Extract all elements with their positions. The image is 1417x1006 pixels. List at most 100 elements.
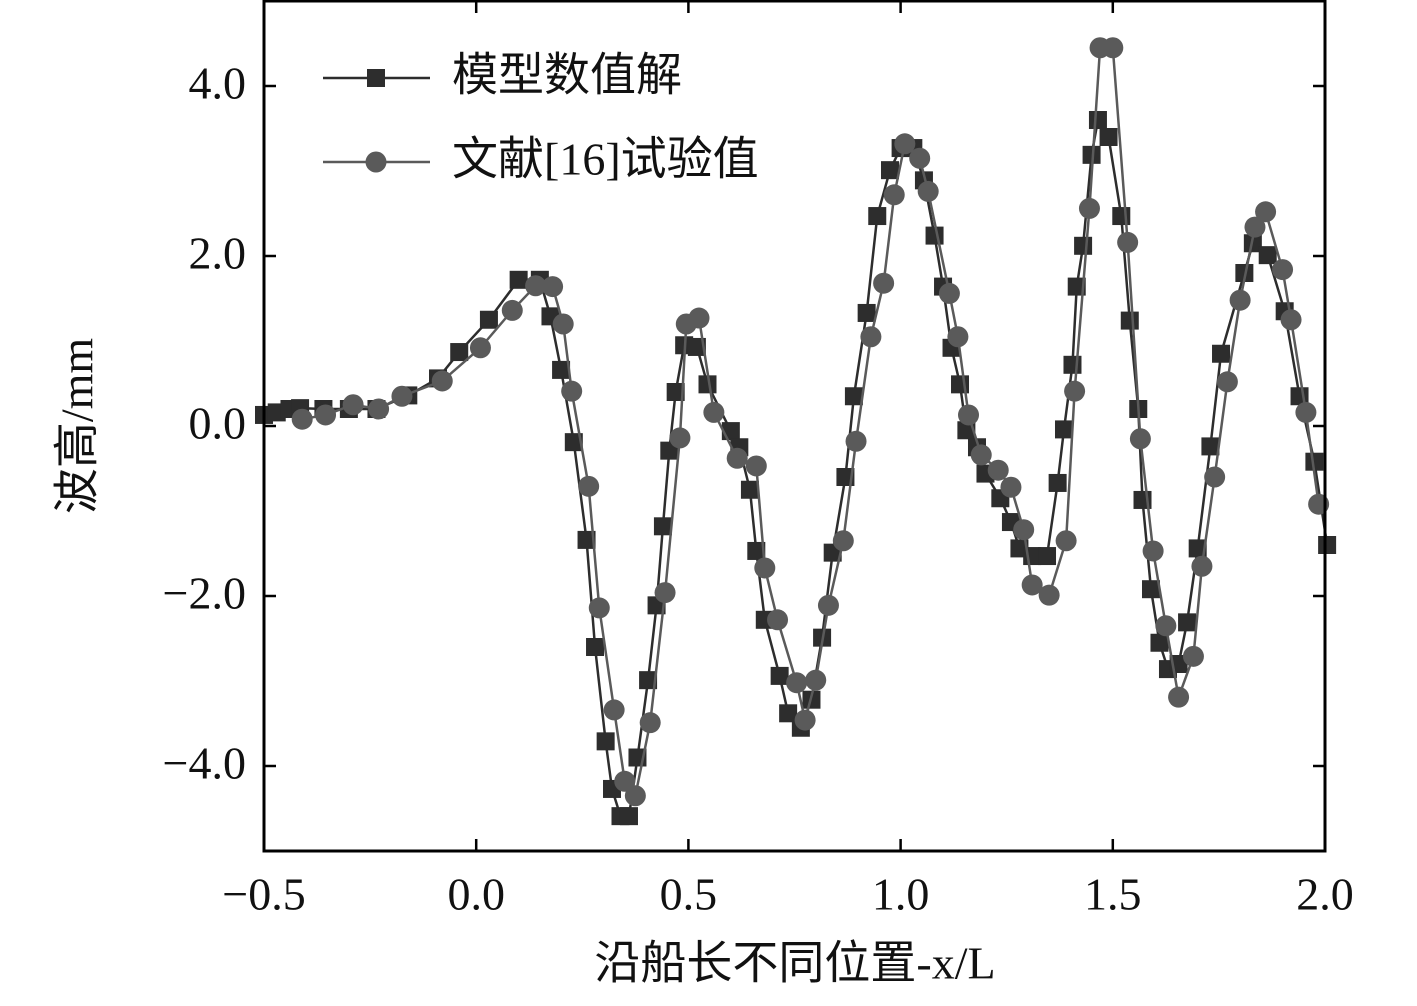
data-point — [1212, 344, 1231, 363]
data-point — [1142, 540, 1164, 562]
data-point — [1191, 555, 1213, 577]
data-point — [703, 401, 725, 423]
x-tick-label: 0.0 — [447, 869, 505, 920]
data-point — [894, 133, 916, 155]
data-point — [1078, 197, 1100, 219]
y-tick-label: 4.0 — [189, 58, 247, 109]
data-point — [868, 207, 887, 226]
data-point — [909, 147, 931, 169]
y-tick-label: 2.0 — [189, 228, 247, 279]
data-point — [726, 447, 748, 469]
data-point — [1063, 355, 1082, 374]
data-point — [1272, 259, 1294, 281]
data-point — [767, 609, 789, 631]
data-point — [619, 807, 638, 826]
data-point — [1082, 145, 1101, 164]
data-point — [1120, 311, 1139, 330]
data-point — [1088, 111, 1107, 129]
legend-marker — [365, 151, 387, 173]
data-point — [1117, 231, 1139, 253]
data-point — [970, 444, 992, 466]
y-tick-label: 0.0 — [189, 398, 247, 449]
data-point — [368, 398, 390, 420]
data-point — [786, 672, 808, 694]
data-point — [578, 475, 600, 497]
data-point — [469, 337, 491, 359]
data-point — [987, 459, 1009, 481]
data-point — [740, 480, 759, 499]
data-point — [1178, 613, 1197, 632]
data-point — [552, 360, 571, 379]
y-tick-label: −4.0 — [163, 738, 246, 789]
data-point — [925, 226, 944, 245]
data-point — [844, 387, 863, 406]
data-point — [1204, 466, 1226, 488]
data-point — [577, 530, 596, 549]
data-point — [845, 430, 867, 452]
x-tick-label: 1.0 — [872, 869, 930, 920]
data-point — [917, 180, 939, 202]
legend-label: 文献[16]试验值 — [452, 134, 759, 185]
data-point — [938, 282, 960, 304]
x-axis-label: 沿船长不同位置-x/L — [594, 938, 995, 989]
data-point — [479, 310, 498, 329]
data-point — [880, 161, 899, 180]
data-point — [1295, 401, 1317, 423]
data-point — [770, 666, 789, 685]
data-point — [1216, 371, 1238, 393]
data-point — [688, 307, 710, 329]
data-point — [450, 343, 469, 362]
data-point — [883, 184, 905, 206]
data-point — [501, 299, 523, 321]
data-point — [1054, 420, 1073, 439]
x-tick-label: 2.0 — [1296, 869, 1354, 920]
data-point — [1099, 128, 1118, 146]
plot-frame — [262, 0, 1327, 853]
data-point — [666, 383, 685, 401]
data-point — [1168, 686, 1190, 708]
data-point — [1201, 437, 1220, 456]
data-point — [1155, 615, 1177, 637]
data-point — [754, 557, 776, 579]
data-point — [542, 276, 564, 298]
x-tick-label: 0.5 — [660, 869, 718, 920]
data-point — [603, 699, 625, 721]
data-point — [431, 370, 453, 392]
data-point — [669, 427, 691, 449]
data-point — [747, 541, 766, 560]
data-point — [1258, 246, 1277, 265]
data-point — [1305, 452, 1324, 471]
data-point — [1038, 584, 1060, 606]
data-point — [509, 270, 528, 289]
data-point — [1102, 37, 1124, 59]
data-point — [1150, 633, 1169, 652]
data-point — [1021, 574, 1043, 596]
data-point — [805, 669, 827, 691]
data-point — [832, 530, 854, 552]
data-point — [1255, 201, 1277, 223]
y-axis-label: 波高/mm — [52, 338, 103, 515]
data-point — [1229, 289, 1251, 311]
data-point — [624, 785, 646, 807]
data-point — [564, 433, 583, 452]
data-point — [1235, 264, 1254, 282]
legend-label: 模型数值解 — [452, 50, 682, 101]
data-point — [745, 455, 767, 477]
data-point — [586, 638, 605, 656]
x-tick-label: 1.5 — [1084, 869, 1142, 920]
data-point — [315, 404, 337, 426]
data-point — [873, 272, 895, 294]
data-point — [1064, 380, 1086, 402]
data-point — [639, 671, 658, 690]
data-point — [639, 712, 661, 734]
data-point — [291, 408, 313, 430]
data-point — [1318, 536, 1337, 554]
data-point — [860, 326, 882, 348]
data-point — [1055, 530, 1077, 552]
data-point — [653, 517, 672, 536]
data-point — [654, 582, 676, 604]
data-point — [1141, 580, 1160, 599]
data-point — [525, 275, 547, 297]
